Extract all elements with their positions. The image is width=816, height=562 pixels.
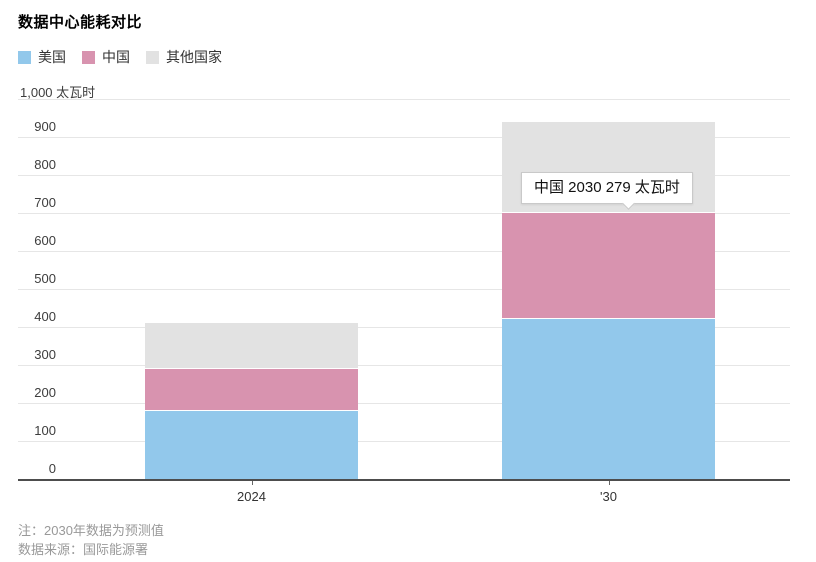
- tooltip: 中国 2030 279 太瓦时: [521, 172, 693, 210]
- legend-label-china: 中国: [102, 49, 130, 65]
- gridline-100: [18, 441, 790, 442]
- gridline-200: [18, 403, 790, 404]
- gridline-700: [18, 213, 790, 214]
- bar-2024-segment-china[interactable]: [145, 368, 358, 411]
- y-tick-label-200: 200: [34, 385, 56, 400]
- footnote-projection: 注：2030年数据为预测值: [18, 523, 164, 538]
- legend: 美国 中国 其他国家: [18, 47, 222, 67]
- y-tick-label-100: 100: [34, 423, 56, 438]
- tooltip-text: 中国 2030 279 太瓦时: [534, 179, 680, 196]
- bar-30-segment-china[interactable]: [502, 213, 715, 320]
- legend-swatch-us: [18, 50, 31, 64]
- x-label-2024: 2024: [237, 489, 266, 504]
- gridline-500: [18, 289, 790, 290]
- y-tick-label-600: 600: [34, 233, 56, 248]
- gridline-300: [18, 365, 790, 366]
- footnotes: 注：2030年数据为预测值 数据来源：国际能源署: [18, 521, 164, 559]
- gridline-900: [18, 137, 790, 138]
- y-tick-label-900: 900: [34, 119, 56, 134]
- legend-label-us: 美国: [38, 49, 66, 65]
- legend-label-others: 其他国家: [166, 49, 222, 65]
- legend-swatch-others: [146, 50, 159, 64]
- y-tick-label-800: 800: [34, 157, 56, 172]
- bar-2024-segment-us[interactable]: [145, 410, 358, 479]
- y-tick-label-700: 700: [34, 195, 56, 210]
- footnote-source: 数据来源：国际能源署: [18, 542, 149, 557]
- bar-2024-segment-others[interactable]: [145, 323, 358, 369]
- legend-item-others: 其他国家: [146, 47, 222, 67]
- y-tick-label-400: 400: [34, 309, 56, 324]
- gridline-800: [18, 175, 790, 176]
- x-tick-30: [608, 481, 610, 485]
- gridline-600: [18, 251, 790, 252]
- gridline-400: [18, 327, 790, 328]
- legend-item-us: 美国: [18, 47, 66, 67]
- x-label-30: '30: [600, 489, 617, 504]
- gridline-1000: [18, 99, 790, 100]
- y-axis-unit-label: 1,000 太瓦时: [20, 85, 96, 100]
- bar-30-segment-us[interactable]: [502, 319, 715, 479]
- y-tick-label-0: 0: [48, 461, 56, 476]
- legend-item-china: 中国: [82, 47, 130, 67]
- y-tick-label-300: 300: [34, 347, 56, 362]
- legend-swatch-china: [82, 50, 95, 64]
- x-tick-2024: [251, 481, 253, 485]
- x-axis-line: [18, 479, 790, 481]
- y-tick-label-500: 500: [34, 271, 56, 286]
- chart-title: 数据中心能耗对比: [18, 14, 143, 31]
